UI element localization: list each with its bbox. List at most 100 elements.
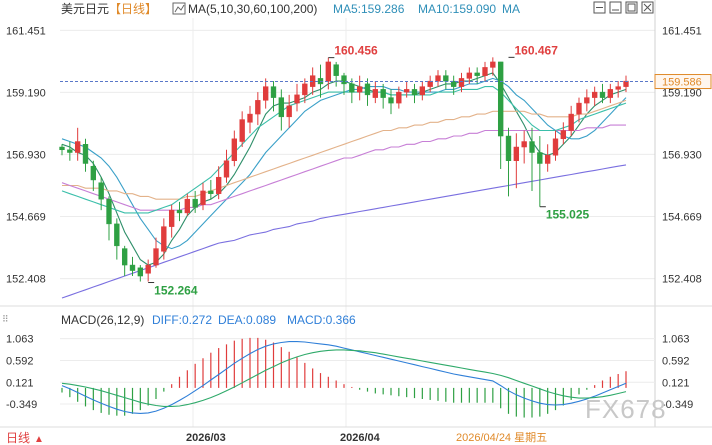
candle: [74, 127, 81, 161]
resize-handle-icon[interactable]: ⠿: [2, 314, 9, 324]
indicator-icon[interactable]: [172, 2, 186, 15]
candle-body: [114, 223, 120, 247]
candle-body: [90, 165, 97, 181]
candle: [106, 196, 112, 241]
candle: [552, 130, 559, 161]
candle: [59, 144, 65, 156]
candle-body: [537, 152, 543, 164]
candle: [137, 265, 144, 282]
price-tick-right: 161.451: [662, 25, 702, 37]
candle: [239, 111, 245, 148]
candle: [215, 166, 222, 200]
macd-dea-line: [61, 349, 627, 407]
candle-body: [435, 75, 441, 82]
candle: [372, 81, 379, 104]
candle-body: [450, 80, 457, 87]
candle: [302, 78, 308, 104]
current-price-label: 159.586: [662, 77, 702, 89]
candle-body: [356, 86, 363, 93]
candle-body: [208, 190, 214, 194]
close-icon[interactable]: [641, 1, 654, 14]
ma200-line: [61, 164, 627, 299]
candle: [505, 127, 512, 197]
candle-body: [333, 64, 339, 76]
price-axis: 161.451 161.451 159.190 159.190 156.930 156.9…: [6, 25, 702, 285]
candle-body: [615, 86, 621, 90]
footer-period[interactable]: 日线: [6, 431, 30, 445]
candle: [208, 179, 214, 200]
watermark: FX678: [585, 394, 667, 424]
macd-tick-right: -0.349: [662, 399, 693, 411]
ma30-line: [62, 99, 627, 200]
candle-body: [129, 264, 136, 271]
candle: [537, 136, 543, 207]
macd-tick-left: 1.063: [6, 334, 34, 346]
candle: [403, 81, 410, 98]
candle: [568, 105, 574, 137]
settings-icon[interactable]: [593, 1, 606, 14]
candle-body: [161, 226, 167, 252]
candle-body: [349, 83, 355, 93]
period-dropdown-icon[interactable]: ▲: [34, 434, 44, 445]
candle: [419, 81, 426, 101]
candle: [161, 218, 167, 260]
macd-histogram: [61, 337, 627, 418]
candle-body: [505, 135, 512, 161]
minimize-icon[interactable]: [609, 1, 622, 14]
candle-body: [529, 141, 535, 153]
candle-body: [380, 89, 386, 98]
annotation-label: 160.456: [334, 44, 378, 58]
candle-body: [192, 198, 198, 208]
ma-label: MA(5,10,30,60,100,200): [188, 2, 317, 16]
candle: [341, 72, 347, 95]
candle: [450, 75, 457, 95]
candle-body: [599, 91, 606, 98]
current-date-label: 2026/04/24 星期五: [456, 431, 547, 444]
candle-body: [223, 160, 230, 178]
candle-body: [325, 61, 332, 82]
candle-body: [388, 97, 394, 104]
candle-body: [474, 72, 480, 76]
candle-body: [544, 155, 551, 164]
candles: [59, 57, 629, 282]
grid: [60, 0, 656, 427]
candle-body: [560, 130, 567, 140]
ma5-value: MA5:159.286: [333, 2, 405, 16]
candle: [168, 204, 175, 238]
candle: [544, 144, 551, 172]
candle-body: [82, 144, 89, 164]
candle-body: [278, 97, 285, 118]
candle: [129, 256, 136, 277]
macd-tick-left: 0.592: [6, 355, 34, 367]
candle-body: [302, 83, 308, 96]
macd-dea-value: DEA:0.089: [218, 313, 276, 327]
candle: [294, 83, 300, 112]
candle-body: [255, 100, 261, 115]
candle: [458, 72, 465, 93]
candle-body: [215, 176, 222, 194]
maximize-icon[interactable]: [625, 1, 638, 14]
candle: [576, 97, 582, 123]
macd-axis: 1.063 1.063 0.592 0.592 0.121 0.121 -0.349 -0.3…: [6, 334, 693, 411]
macd-tick-left: -0.349: [6, 399, 37, 411]
annotation-label: 152.264: [154, 284, 198, 298]
ma60-line: [61, 124, 626, 211]
candle: [435, 70, 441, 87]
price-tick-left: 152.408: [6, 274, 46, 286]
period-label[interactable]: 【日线】: [109, 2, 157, 16]
candle: [388, 89, 394, 115]
candle-body: [482, 67, 488, 76]
candle-body: [396, 91, 402, 104]
candle: [380, 83, 386, 109]
candle-body: [419, 86, 426, 96]
candle: [490, 57, 496, 76]
candle-body: [137, 267, 144, 277]
candle-body: [552, 138, 559, 156]
price-tick-left: 154.669: [6, 211, 46, 223]
candle: [615, 81, 621, 98]
candle-body: [121, 248, 128, 266]
candle-body: [576, 102, 582, 115]
candle: [497, 61, 504, 169]
